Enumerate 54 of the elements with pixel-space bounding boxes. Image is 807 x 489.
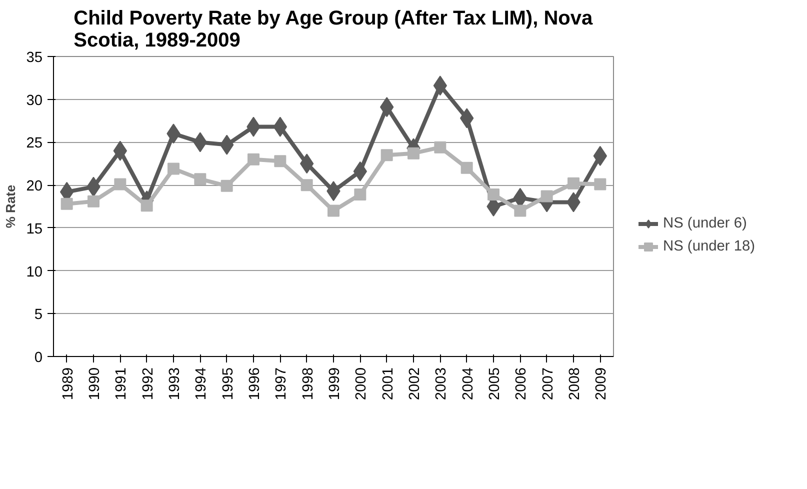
y-tick-label: 0 <box>34 350 43 366</box>
x-tick-label: 2000 <box>354 367 370 400</box>
point <box>408 147 420 160</box>
x-tick-label: 2002 <box>407 367 423 400</box>
point <box>114 178 126 190</box>
point <box>594 178 606 190</box>
y-tick-label: 25 <box>26 136 43 152</box>
x-tick-label: 1989 <box>60 367 76 400</box>
x-tick-label: 1999 <box>327 367 343 400</box>
point <box>460 162 473 174</box>
x-tick-label: 1993 <box>167 367 183 400</box>
point <box>194 173 206 186</box>
x-tick-label: 2006 <box>514 367 530 400</box>
y-tick-label: 5 <box>34 307 43 324</box>
x-tick-label: 1991 <box>114 367 130 400</box>
x-tick-label: 2004 <box>460 367 476 400</box>
point <box>220 180 233 192</box>
point <box>568 177 580 190</box>
x-tick-label: 1990 <box>87 367 103 400</box>
y-axis-title: % Rate <box>3 184 18 228</box>
x-tick-label: 1992 <box>140 367 156 400</box>
x-tick-label: 1996 <box>247 367 263 400</box>
point <box>140 200 153 212</box>
point <box>514 204 526 217</box>
point <box>168 162 180 175</box>
chart-title: Child Poverty Rate by Age Group (After Tax LIM), Nova Scotia, 1989-2009 <box>74 8 594 52</box>
y-tick-label: 20 <box>26 178 43 195</box>
point <box>354 188 366 200</box>
point <box>488 188 500 200</box>
point <box>540 190 553 202</box>
y-tick-label: 10 <box>26 264 43 280</box>
point <box>328 204 340 217</box>
legend-label: NS (under 6) <box>663 215 747 231</box>
point <box>274 155 286 168</box>
x-tick-label: 2003 <box>434 367 450 400</box>
point <box>60 198 73 210</box>
point <box>248 153 260 166</box>
y-tick-label: 15 <box>26 221 43 238</box>
x-tick-label: 1997 <box>274 367 290 400</box>
y-tick-label: 30 <box>26 92 43 109</box>
x-tick-label: 2007 <box>540 367 556 400</box>
x-tick-label: 1995 <box>220 367 236 400</box>
legend-label: NS (under 18) <box>663 238 756 254</box>
x-tick-label: 2008 <box>567 367 583 400</box>
x-tick-label: 2009 <box>594 367 610 400</box>
y-tick-label: 35 <box>26 50 43 66</box>
x-tick-label: 2001 <box>380 367 396 400</box>
point <box>380 149 393 162</box>
x-tick-label: 1994 <box>194 367 210 400</box>
point <box>434 141 446 154</box>
x-tick-label: 1998 <box>300 367 316 400</box>
point <box>300 179 313 192</box>
point <box>88 195 100 208</box>
x-tick-label: 2005 <box>487 367 503 400</box>
